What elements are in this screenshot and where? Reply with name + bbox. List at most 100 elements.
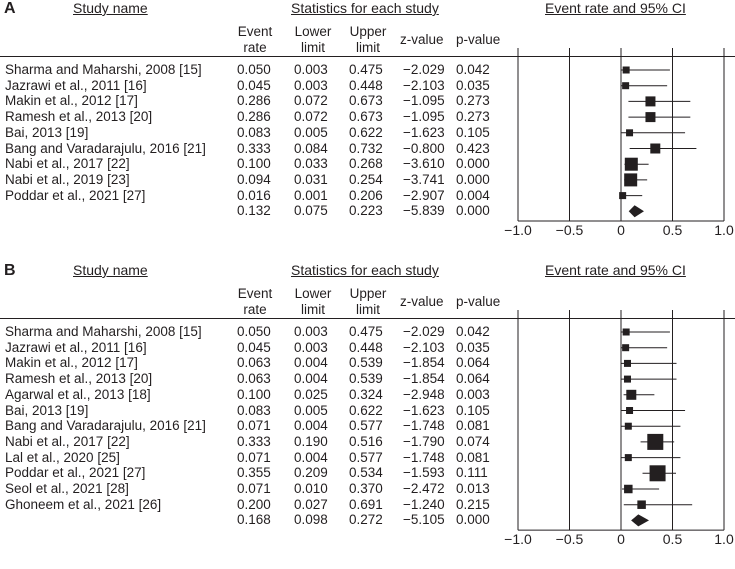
study-event-rate: 0.045 bbox=[237, 339, 271, 355]
column-header-p-value: p-value bbox=[456, 294, 501, 309]
study-lower: 0.005 bbox=[294, 124, 328, 140]
study-name: Bai, 2013 [19] bbox=[5, 124, 89, 140]
study-event-rate: 0.063 bbox=[237, 371, 271, 387]
study-point-marker bbox=[622, 344, 630, 352]
study-p: 0.035 bbox=[456, 77, 490, 93]
study-name: Poddar et al., 2021 [27] bbox=[5, 187, 146, 203]
study-upper: 0.577 bbox=[349, 418, 383, 434]
summary-diamond bbox=[628, 205, 644, 218]
study-z: −1.854 bbox=[403, 371, 445, 387]
study-z: −1.593 bbox=[403, 465, 445, 481]
study-lower: 0.004 bbox=[294, 371, 328, 387]
study-name: Poddar et al., 2021 [27] bbox=[5, 465, 146, 481]
summary-upper: 0.223 bbox=[349, 203, 383, 219]
study-p: 0.035 bbox=[456, 339, 490, 355]
column-header-event-rate: Event rate bbox=[237, 286, 273, 317]
study-point-marker bbox=[649, 465, 666, 482]
study-point-marker bbox=[619, 192, 627, 200]
study-p: 0.042 bbox=[456, 324, 490, 339]
column-header-z-value: z-value bbox=[400, 294, 444, 309]
study-event-rate: 0.100 bbox=[237, 156, 271, 172]
study-lower: 0.025 bbox=[294, 386, 328, 402]
study-z: −1.748 bbox=[403, 449, 445, 465]
study-point-marker bbox=[650, 143, 661, 154]
study-p: 0.003 bbox=[456, 386, 490, 402]
study-z: −2.472 bbox=[403, 481, 445, 496]
study-name: Nabi et al., 2017 [22] bbox=[5, 156, 130, 172]
column-header-lower-limit: Lower limit bbox=[294, 24, 332, 55]
study-z: −2.103 bbox=[403, 77, 445, 93]
study-lower: 0.190 bbox=[294, 433, 328, 449]
study-point-marker bbox=[626, 129, 634, 137]
study-event-rate: 0.286 bbox=[237, 109, 271, 125]
study-point-marker bbox=[637, 500, 646, 509]
study-name: Lal et al., 2020 [25] bbox=[5, 449, 120, 465]
study-event-rate: 0.200 bbox=[237, 496, 271, 512]
study-p: 0.064 bbox=[456, 371, 490, 387]
x-tick-label: 1.0 bbox=[714, 531, 734, 547]
summary-lower: 0.098 bbox=[294, 512, 328, 528]
study-z: −2.907 bbox=[403, 187, 445, 203]
study-upper: 0.673 bbox=[349, 93, 383, 109]
study-event-rate: 0.094 bbox=[237, 171, 271, 187]
study-lower: 0.003 bbox=[294, 77, 328, 93]
column-header-upper-limit: Upper limit bbox=[349, 24, 387, 55]
study-event-rate: 0.333 bbox=[237, 140, 271, 156]
study-name: Ramesh et al., 2013 [20] bbox=[5, 109, 153, 125]
x-tick-label: 0 bbox=[617, 222, 625, 238]
study-event-rate: 0.083 bbox=[237, 124, 271, 140]
study-point-marker bbox=[624, 422, 632, 430]
study-z: −2.103 bbox=[403, 339, 445, 355]
study-z: −1.623 bbox=[403, 124, 445, 140]
study-upper: 0.622 bbox=[349, 124, 383, 140]
study-upper: 0.448 bbox=[349, 77, 383, 93]
study-name: Jazrawi et al., 2011 [16] bbox=[5, 77, 147, 93]
study-name: Bang and Varadarajulu, 2016 [21] bbox=[5, 140, 206, 156]
x-tick-label: 0.5 bbox=[663, 222, 683, 238]
study-p: 0.000 bbox=[456, 156, 490, 172]
study-upper: 0.254 bbox=[349, 171, 383, 187]
study-event-rate: 0.286 bbox=[237, 93, 271, 109]
study-p: 0.111 bbox=[456, 465, 488, 481]
study-lower: 0.072 bbox=[294, 93, 328, 109]
summary-lower: 0.075 bbox=[294, 203, 328, 219]
study-name: Agarwal et al., 2013 [18] bbox=[5, 386, 151, 402]
study-name-header: Study name bbox=[73, 0, 148, 16]
study-upper: 0.516 bbox=[349, 433, 383, 449]
study-upper: 0.370 bbox=[349, 481, 383, 496]
study-upper: 0.577 bbox=[349, 449, 383, 465]
study-z: −1.748 bbox=[403, 418, 445, 434]
study-lower: 0.031 bbox=[294, 171, 328, 187]
study-p: 0.105 bbox=[456, 402, 490, 418]
study-upper: 0.622 bbox=[349, 402, 383, 418]
study-upper: 0.475 bbox=[349, 324, 383, 339]
statistics-header: Statistics for each study bbox=[291, 0, 439, 16]
x-tick-label: 0 bbox=[617, 531, 625, 547]
study-upper: 0.539 bbox=[349, 371, 383, 387]
column-header-lower-limit: Lower limit bbox=[294, 286, 332, 317]
column-header-event-rate: Event rate bbox=[237, 24, 273, 55]
study-p: 0.042 bbox=[456, 62, 490, 77]
study-lower: 0.004 bbox=[294, 418, 328, 434]
forest-panel-b: B Study name Statistics for each study Even… bbox=[0, 262, 735, 547]
study-point-marker bbox=[626, 407, 634, 414]
study-event-rate: 0.071 bbox=[237, 481, 271, 496]
x-tick-label: 1.0 bbox=[714, 222, 734, 238]
study-z: −1.095 bbox=[403, 109, 445, 125]
study-event-rate: 0.333 bbox=[237, 433, 271, 449]
study-event-rate: 0.100 bbox=[237, 386, 271, 402]
study-lower: 0.005 bbox=[294, 402, 328, 418]
study-lower: 0.209 bbox=[294, 465, 328, 481]
study-point-marker bbox=[623, 375, 631, 383]
statistics-header: Statistics for each study bbox=[291, 262, 439, 278]
study-event-rate: 0.071 bbox=[237, 449, 271, 465]
study-event-rate: 0.016 bbox=[237, 187, 271, 203]
study-event-rate: 0.071 bbox=[237, 418, 271, 434]
x-tick-label: −1.0 bbox=[504, 222, 532, 238]
summary-p: 0.000 bbox=[456, 203, 490, 219]
study-z: −1.095 bbox=[403, 93, 445, 109]
forest-plot: −1.0 −0.5 0 0.5 1.0 bbox=[504, 310, 734, 547]
study-lower: 0.010 bbox=[294, 481, 328, 496]
study-lower: 0.003 bbox=[294, 324, 328, 339]
